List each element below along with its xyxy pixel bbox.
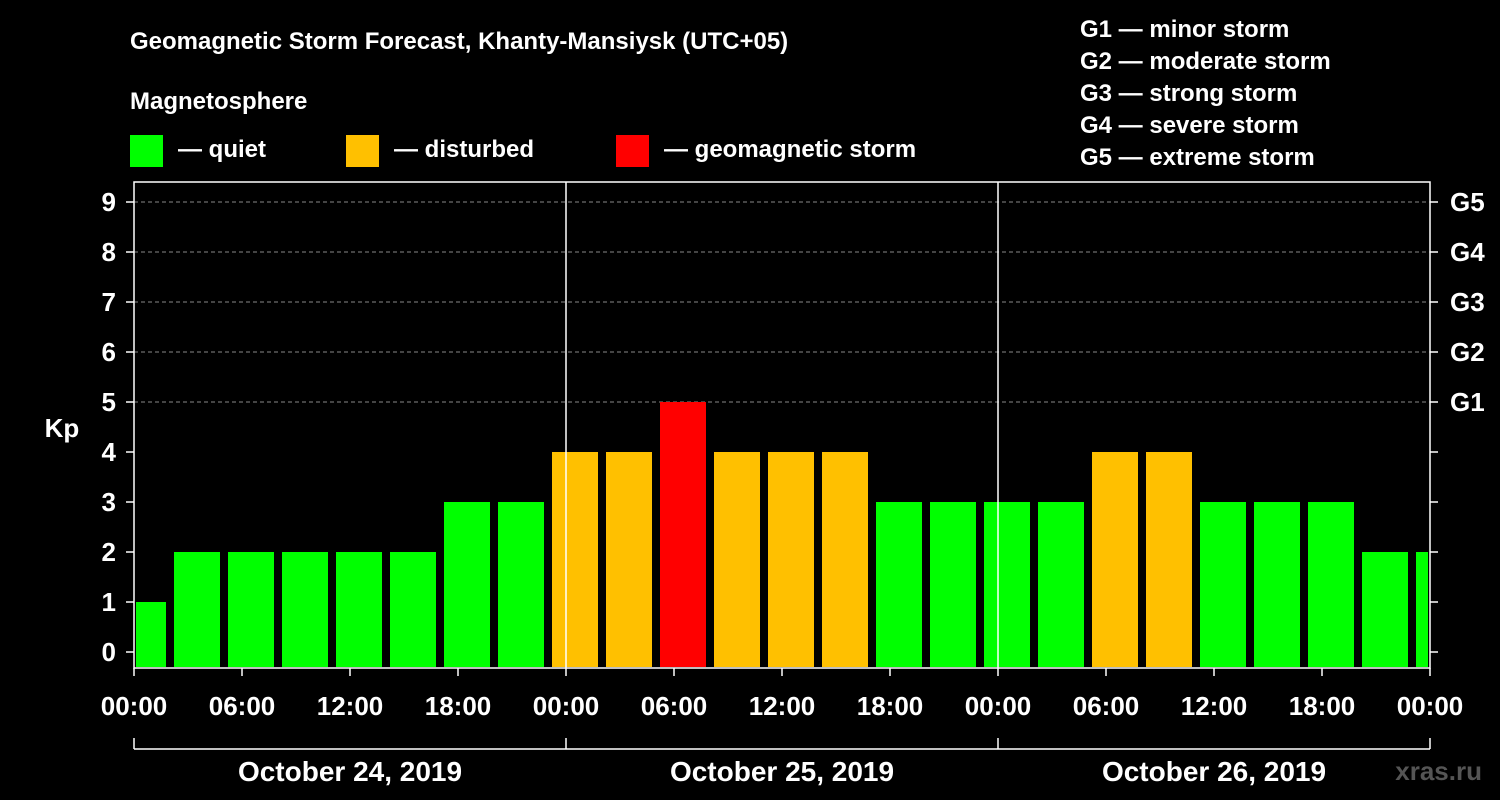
g-scale-tick-label: G3 [1450, 287, 1485, 317]
chart-title: Geomagnetic Storm Forecast, Khanty-Mansi… [130, 28, 788, 55]
kp-bar [876, 502, 922, 667]
y-tick-label: 5 [102, 387, 116, 417]
kp-bar [930, 502, 976, 667]
date-label: October 25, 2019 [670, 756, 894, 787]
g-scale-g1: G1 — minor storm [1080, 16, 1289, 43]
kp-bars [136, 402, 1428, 667]
kp-bar [498, 502, 544, 667]
legend-heading: Magnetosphere [130, 88, 307, 115]
g-scale-tick-label: G5 [1450, 187, 1485, 217]
g-scale-tick-label: G4 [1450, 237, 1485, 267]
y-tick-label: 0 [102, 637, 116, 667]
kp-bar [336, 552, 382, 667]
legend-swatch-disturbed [346, 135, 379, 167]
g-scale-g2: G2 — moderate storm [1080, 48, 1331, 75]
g-scale-g5: G5 — extreme storm [1080, 144, 1315, 171]
kp-bar [174, 552, 220, 667]
kp-bar [444, 502, 490, 667]
legend-swatch-storm [616, 135, 649, 167]
x-tick-label: 00:00 [1397, 691, 1464, 721]
g-scale-g4: G4 — severe storm [1080, 112, 1299, 139]
kp-bar [228, 552, 274, 667]
y-tick-label: 4 [102, 437, 117, 467]
x-tick-label: 06:00 [641, 691, 708, 721]
kp-bar [1254, 502, 1300, 667]
x-tick-label: 12:00 [1181, 691, 1248, 721]
y-tick-label: 6 [102, 337, 116, 367]
x-tick-label: 18:00 [857, 691, 924, 721]
kp-bar [822, 452, 868, 667]
y-tick-label: 8 [102, 237, 116, 267]
kp-bar [1092, 452, 1138, 667]
kp-bar [1146, 452, 1192, 667]
g-scale-tick-label: G1 [1450, 387, 1485, 417]
x-tick-label: 00:00 [965, 691, 1032, 721]
x-tick-label: 18:00 [1289, 691, 1356, 721]
kp-bar [552, 452, 598, 667]
kp-bar [390, 552, 436, 667]
legend-label-storm: — geomagnetic storm [664, 136, 916, 163]
kp-bar [768, 452, 814, 667]
x-tick-label: 12:00 [749, 691, 816, 721]
y-tick-label: 3 [102, 487, 116, 517]
grid-lines [134, 201, 1430, 403]
kp-bar [1416, 552, 1428, 667]
kp-bar [1200, 502, 1246, 667]
legend-label-disturbed: — disturbed [394, 136, 534, 163]
kp-bar [1362, 552, 1408, 667]
kp-bar [136, 602, 166, 667]
y-tick-label: 1 [102, 587, 116, 617]
legend-label-quiet: — quiet [178, 136, 266, 163]
x-tick-label: 12:00 [317, 691, 384, 721]
g-scale-tick-label: G2 [1450, 337, 1485, 367]
g-scale-g3: G3 — strong storm [1080, 80, 1297, 107]
x-tick-label: 18:00 [425, 691, 492, 721]
x-tick-label: 00:00 [533, 691, 600, 721]
date-label: October 26, 2019 [1102, 756, 1326, 787]
kp-bar [660, 402, 706, 667]
legend-swatch-quiet [130, 135, 163, 167]
date-label: October 24, 2019 [238, 756, 462, 787]
kp-bar [1308, 502, 1354, 667]
axis-labels: 0 1 2 3 4 5 6 7 8 9 G1 G2 G3 G4 G5 00:00 06:00 12:00 18:00… [101, 187, 1485, 787]
axes [126, 181, 1438, 750]
x-tick-label: 06:00 [209, 691, 276, 721]
x-tick-label: 00:00 [101, 691, 168, 721]
y-tick-label: 9 [102, 187, 116, 217]
kp-bar [282, 552, 328, 667]
y-tick-label: 2 [102, 537, 116, 567]
x-tick-label: 06:00 [1073, 691, 1140, 721]
y-axis-label: Kp [45, 413, 80, 443]
y-tick-label: 7 [102, 287, 116, 317]
kp-bar [714, 452, 760, 667]
watermark: xras.ru [1395, 756, 1482, 786]
kp-bar [1038, 502, 1084, 667]
kp-bar [606, 452, 652, 667]
kp-bar [984, 502, 1030, 667]
